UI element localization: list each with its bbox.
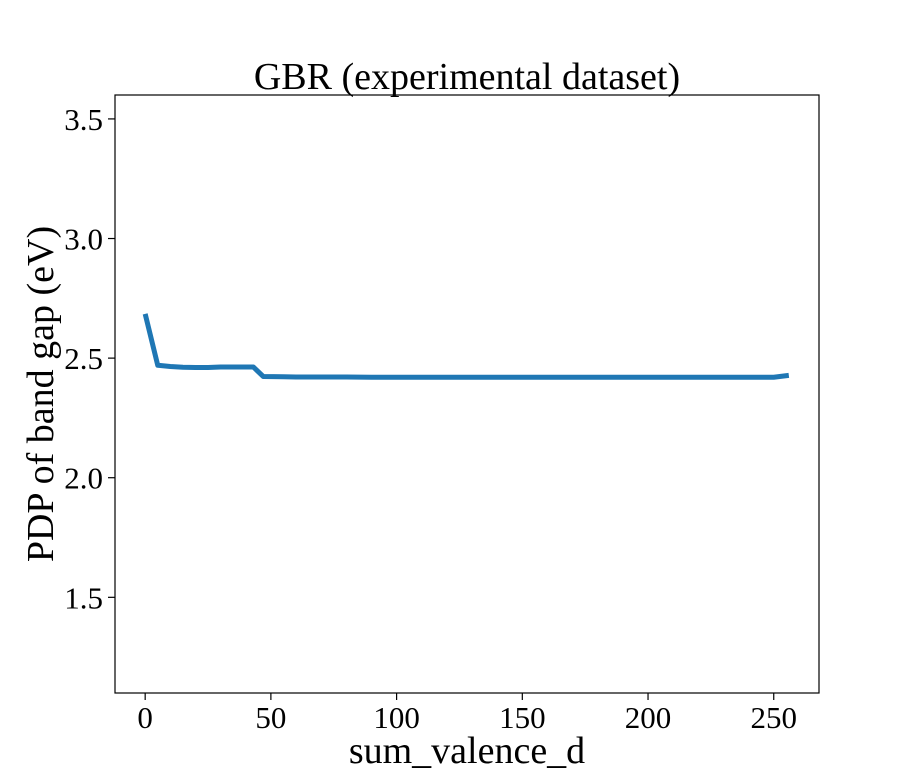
y-tick-label: 2.0	[64, 461, 103, 496]
x-tick-label: 0	[137, 700, 153, 735]
y-tick-label: 3.5	[64, 102, 103, 137]
y-axis-label: PDP of band gap (eV)	[20, 226, 62, 562]
series-line-0	[142, 313, 790, 380]
x-tick-label: 100	[373, 700, 420, 735]
x-axis-label: sum_valence_d	[349, 730, 585, 772]
y-tick-label: 1.5	[64, 580, 103, 615]
x-tick-label: 50	[255, 700, 286, 735]
x-tick-label: 150	[499, 700, 546, 735]
y-tick-label: 3.0	[64, 222, 103, 257]
y-tick-label: 2.5	[64, 341, 103, 376]
plot-area	[142, 313, 790, 380]
axes-frame	[114, 94, 820, 694]
x-tick-label: 200	[625, 700, 672, 735]
x-tick-label: 250	[750, 700, 797, 735]
y-axis: 1.5 2.0 2.5 3.0 3.5	[64, 102, 115, 615]
chart-title: GBR (experimental dataset)	[254, 56, 680, 98]
x-axis: 0 50 100 150 200 250	[137, 693, 797, 735]
